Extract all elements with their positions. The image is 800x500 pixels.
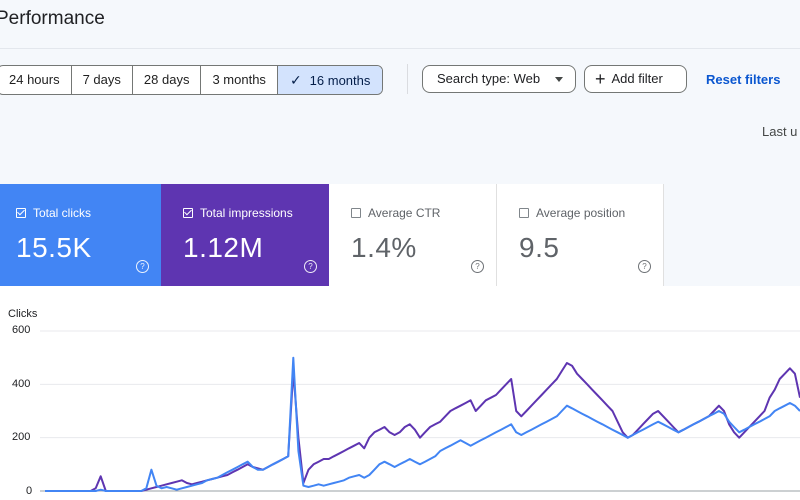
search-type-label: Search type: Web <box>437 71 541 86</box>
checkbox-checked-icon[interactable] <box>16 208 26 218</box>
chart-plot-svg <box>40 330 800 492</box>
y-tick-label: 200 <box>12 431 31 443</box>
reset-filters-link[interactable]: Reset filters <box>706 72 781 87</box>
metric-value: 1.4% <box>351 232 417 263</box>
metric-card-total-impressions[interactable]: Total impressions 1.12M ? <box>161 184 329 286</box>
help-icon[interactable]: ? <box>471 260 484 273</box>
filter-toolbar: 24 hours 7 days 28 days 3 months ✓ 16 mon… <box>0 64 800 96</box>
header-bar: Performance <box>0 0 800 49</box>
series-line-clicks <box>45 356 800 492</box>
date-range-7-days[interactable]: 7 days <box>72 66 133 94</box>
metric-label: Total impressions <box>200 206 293 220</box>
checkbox-unchecked-icon[interactable] <box>519 208 529 218</box>
metric-cards: Total clicks 15.5K ? Total impressions 1… <box>0 184 800 286</box>
metric-label: Average CTR <box>368 206 441 220</box>
y-tick-label: 600 <box>12 324 31 336</box>
plus-icon: + <box>595 69 606 89</box>
toolbar-divider <box>407 64 408 94</box>
metric-card-average-position[interactable]: Average position 9.5 ? <box>497 184 664 286</box>
date-range-24-hours[interactable]: 24 hours <box>0 66 72 94</box>
y-tick-label: 400 <box>12 378 31 390</box>
date-range-28-days[interactable]: 28 days <box>133 66 202 94</box>
metric-label: Total clicks <box>33 206 92 220</box>
checkbox-checked-icon[interactable] <box>183 208 193 218</box>
help-icon[interactable]: ? <box>304 260 317 273</box>
metric-card-total-clicks[interactable]: Total clicks 15.5K ? <box>0 184 161 286</box>
checkbox-unchecked-icon[interactable] <box>351 208 361 218</box>
help-icon[interactable]: ? <box>638 260 651 273</box>
metric-value: 15.5K <box>16 232 92 263</box>
metric-label: Average position <box>536 206 626 220</box>
help-icon[interactable]: ? <box>136 260 149 273</box>
date-range-3-months[interactable]: 3 months <box>201 66 278 94</box>
add-filter-label: Add filter <box>611 71 663 86</box>
date-range-selector: 24 hours 7 days 28 days 3 months ✓ 16 mon… <box>0 65 384 95</box>
date-range-16-months-label: 16 months <box>309 73 371 88</box>
metric-value: 1.12M <box>183 232 264 263</box>
page-title: Performance <box>0 8 105 29</box>
y-axis-title: Clicks <box>8 308 38 320</box>
metric-value: 9.5 <box>519 232 560 263</box>
chevron-down-icon <box>555 77 563 82</box>
performance-chart: Clicks 600 400 200 0 <box>0 286 800 500</box>
add-filter-button[interactable]: + Add filter <box>584 65 687 93</box>
last-updated-text: Last u <box>762 124 798 139</box>
y-tick-label: 0 <box>26 485 33 497</box>
check-icon: ✓ <box>289 72 302 88</box>
date-range-16-months[interactable]: ✓ 16 months <box>277 66 383 94</box>
metric-card-average-ctr[interactable]: Average CTR 1.4% ? <box>329 184 497 286</box>
series-line-impressions <box>45 362 800 492</box>
search-type-dropdown[interactable]: Search type: Web <box>422 65 576 93</box>
